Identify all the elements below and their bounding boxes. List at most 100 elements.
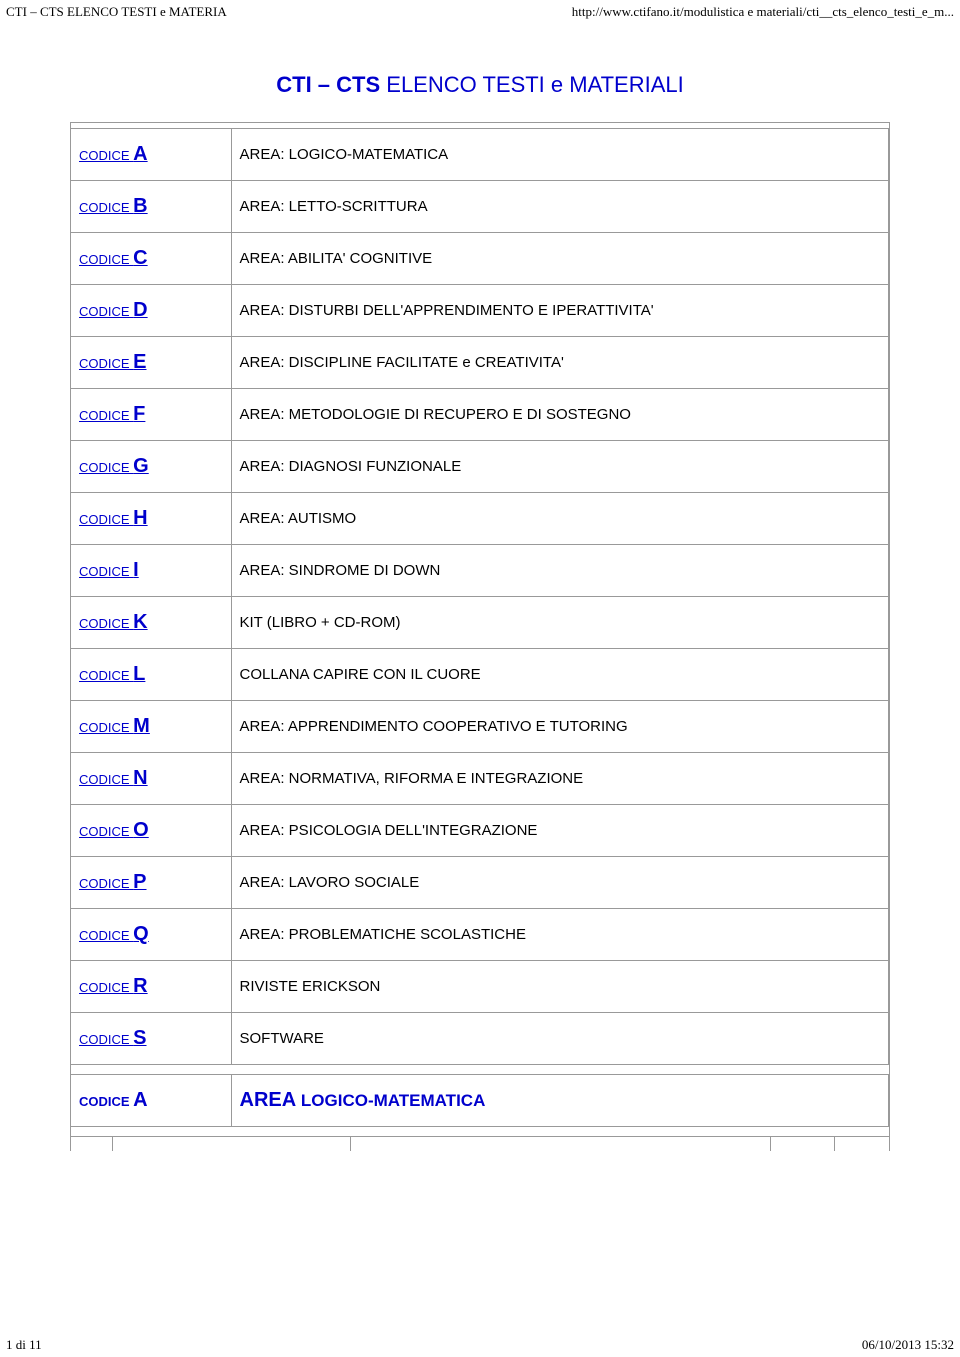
footer-right: 06/10/2013 15:32: [862, 1337, 954, 1353]
code-row: CODICE E AREA: DISCIPLINE FACILITATE e CR…: [71, 337, 889, 389]
section-area-prefix: AREA: [240, 1089, 297, 1111]
area-cell: AREA: PROBLEMATICHE SCOLASTICHE: [231, 909, 889, 961]
code-letter: P: [133, 871, 146, 893]
code-link-k[interactable]: CODICE K: [79, 615, 148, 632]
code-cell: CODICE E: [71, 337, 231, 389]
area-cell: AREA: DIAGNOSI FUNZIONALE: [231, 441, 889, 493]
code-cell: CODICE Q: [71, 909, 231, 961]
code-letter: H: [133, 507, 147, 529]
code-row: CODICE H AREA: AUTISMO: [71, 493, 889, 545]
code-cell: CODICE B: [71, 181, 231, 233]
code-link-c[interactable]: CODICE C: [79, 251, 148, 268]
code-letter: Q: [133, 923, 149, 945]
code-link-l[interactable]: CODICE L: [79, 667, 145, 684]
code-row: CODICE KKIT (LIBRO + CD-ROM): [71, 597, 889, 649]
code-link-d[interactable]: CODICE D: [79, 303, 148, 320]
area-text: AREA: PSICOLOGIA DELL'INTEGRAZIONE: [240, 822, 538, 839]
code-link-q[interactable]: CODICE Q: [79, 927, 149, 944]
area-cell: AREA: PSICOLOGIA DELL'INTEGRAZIONE: [231, 805, 889, 857]
code-link-n[interactable]: CODICE N: [79, 771, 148, 788]
area-cell: AREA: APPRENDIMENTO COOPERATIVO E TUTORI…: [231, 701, 889, 753]
section-row: CODICE A AREA LOGICO-MATEMATICA: [71, 1075, 889, 1127]
area-text: AREA: METODOLOGIE DI RECUPERO E DI SOSTE…: [240, 406, 631, 423]
code-prefix: CODICE: [79, 772, 133, 787]
code-row: CODICE S SOFTWARE: [71, 1013, 889, 1065]
section-code-letter: A: [133, 1089, 147, 1111]
area-text: AREA: SINDROME DI DOWN: [240, 562, 441, 579]
code-prefix: CODICE: [79, 616, 133, 631]
code-link-a[interactable]: CODICE A: [79, 147, 148, 164]
area-cell: AREA: LETTO-SCRITTURA: [231, 181, 889, 233]
code-cell: CODICE R: [71, 961, 231, 1013]
area-cell: AREA: LOGICO-MATEMATICA: [231, 129, 889, 181]
area-cell: COLLANA CAPIRE CON IL CUORE: [231, 649, 889, 701]
code-cell: CODICE L: [71, 649, 231, 701]
code-link-b[interactable]: CODICE B: [79, 199, 148, 216]
area-text: AREA: NORMATIVA, RIFORMA E INTEGRAZIONE: [240, 770, 584, 787]
code-row: CODICE G AREA: DIAGNOSI FUNZIONALE: [71, 441, 889, 493]
area-cell: AREA: METODOLOGIE DI RECUPERO E DI SOSTE…: [231, 389, 889, 441]
footer-bar: 1 di 11 06/10/2013 15:32: [6, 1337, 954, 1353]
code-letter: O: [133, 819, 149, 841]
code-prefix: CODICE: [79, 876, 133, 891]
code-link-m[interactable]: CODICE M: [79, 719, 150, 736]
area-text: SOFTWARE: [240, 1030, 324, 1047]
code-row: CODICE F AREA: METODOLOGIE DI RECUPERO E …: [71, 389, 889, 441]
code-letter: I: [133, 559, 139, 581]
section-area-label: AREA LOGICO-MATEMATICA: [240, 1091, 486, 1110]
code-row: CODICE B AREA: LETTO-SCRITTURA: [71, 181, 889, 233]
footer-left: 1 di 11: [6, 1337, 42, 1353]
area-text: AREA: ABILITA' COGNITIVE: [240, 250, 433, 267]
section-area-rest: LOGICO-MATEMATICA: [296, 1091, 485, 1110]
code-link-s[interactable]: CODICE S: [79, 1031, 147, 1048]
area-text: AREA: LAVORO SOCIALE: [240, 874, 420, 891]
code-cell: CODICE A: [71, 129, 231, 181]
area-cell: AREA: NORMATIVA, RIFORMA E INTEGRAZIONE: [231, 753, 889, 805]
code-letter: N: [133, 767, 147, 789]
code-row: CODICE Q AREA: PROBLEMATICHE SCOLASTICHE: [71, 909, 889, 961]
header-bar: CTI – CTS ELENCO TESTI e MATERIA http://…: [0, 0, 960, 22]
code-cell: CODICE M: [71, 701, 231, 753]
code-prefix: CODICE: [79, 668, 133, 683]
code-link-p[interactable]: CODICE P: [79, 875, 147, 892]
area-text: AREA: DISCIPLINE FACILITATE e CREATIVITA…: [240, 354, 564, 371]
table-gap: [71, 1127, 889, 1137]
section-area-cell: AREA LOGICO-MATEMATICA: [231, 1075, 889, 1127]
code-link-h[interactable]: CODICE H: [79, 511, 148, 528]
code-prefix: CODICE: [79, 720, 133, 735]
partial-next-row: [71, 1137, 889, 1151]
code-prefix: CODICE: [79, 460, 133, 475]
code-row: CODICE RRIVISTE ERICKSON: [71, 961, 889, 1013]
code-cell: CODICE P: [71, 857, 231, 909]
code-letter: F: [133, 403, 145, 425]
area-cell: AREA: DISCIPLINE FACILITATE e CREATIVITA…: [231, 337, 889, 389]
section-heading-table: CODICE A AREA LOGICO-MATEMATICA: [71, 1075, 889, 1127]
area-text: AREA: LOGICO-MATEMATICA: [240, 146, 449, 163]
code-letter: A: [133, 143, 147, 165]
code-index-table: CODICE A AREA: LOGICO-MATEMATICA CODICE B A…: [70, 122, 890, 1151]
code-link-o[interactable]: CODICE O: [79, 823, 149, 840]
code-letter: M: [133, 715, 150, 737]
code-letter: L: [133, 663, 145, 685]
code-prefix: CODICE: [79, 564, 133, 579]
code-letter: S: [133, 1027, 146, 1049]
code-prefix: CODICE: [79, 408, 133, 423]
code-cell: CODICE O: [71, 805, 231, 857]
code-letter: R: [133, 975, 147, 997]
code-link-r[interactable]: CODICE R: [79, 979, 148, 996]
title-pre: CTI – CTS: [276, 72, 386, 97]
code-prefix: CODICE: [79, 148, 133, 163]
code-link-g[interactable]: CODICE G: [79, 459, 149, 476]
code-row: CODICE N AREA: NORMATIVA, RIFORMA E INTEG…: [71, 753, 889, 805]
section-code-prefix: CODICE: [79, 1094, 133, 1109]
area-cell: AREA: DISTURBI DELL'APPRENDIMENTO E IPER…: [231, 285, 889, 337]
code-row: CODICE D AREA: DISTURBI DELL'APPRENDIMENT…: [71, 285, 889, 337]
code-letter: G: [133, 455, 149, 477]
code-prefix: CODICE: [79, 928, 133, 943]
code-link-f[interactable]: CODICE F: [79, 407, 145, 424]
table-mid-spacer: [71, 1065, 889, 1075]
page-title: CTI – CTS ELENCO TESTI e MATERIALI: [0, 72, 960, 98]
area-text: AREA: AUTISMO: [240, 510, 357, 527]
code-link-e[interactable]: CODICE E: [79, 355, 147, 372]
code-link-i[interactable]: CODICE I: [79, 563, 139, 580]
